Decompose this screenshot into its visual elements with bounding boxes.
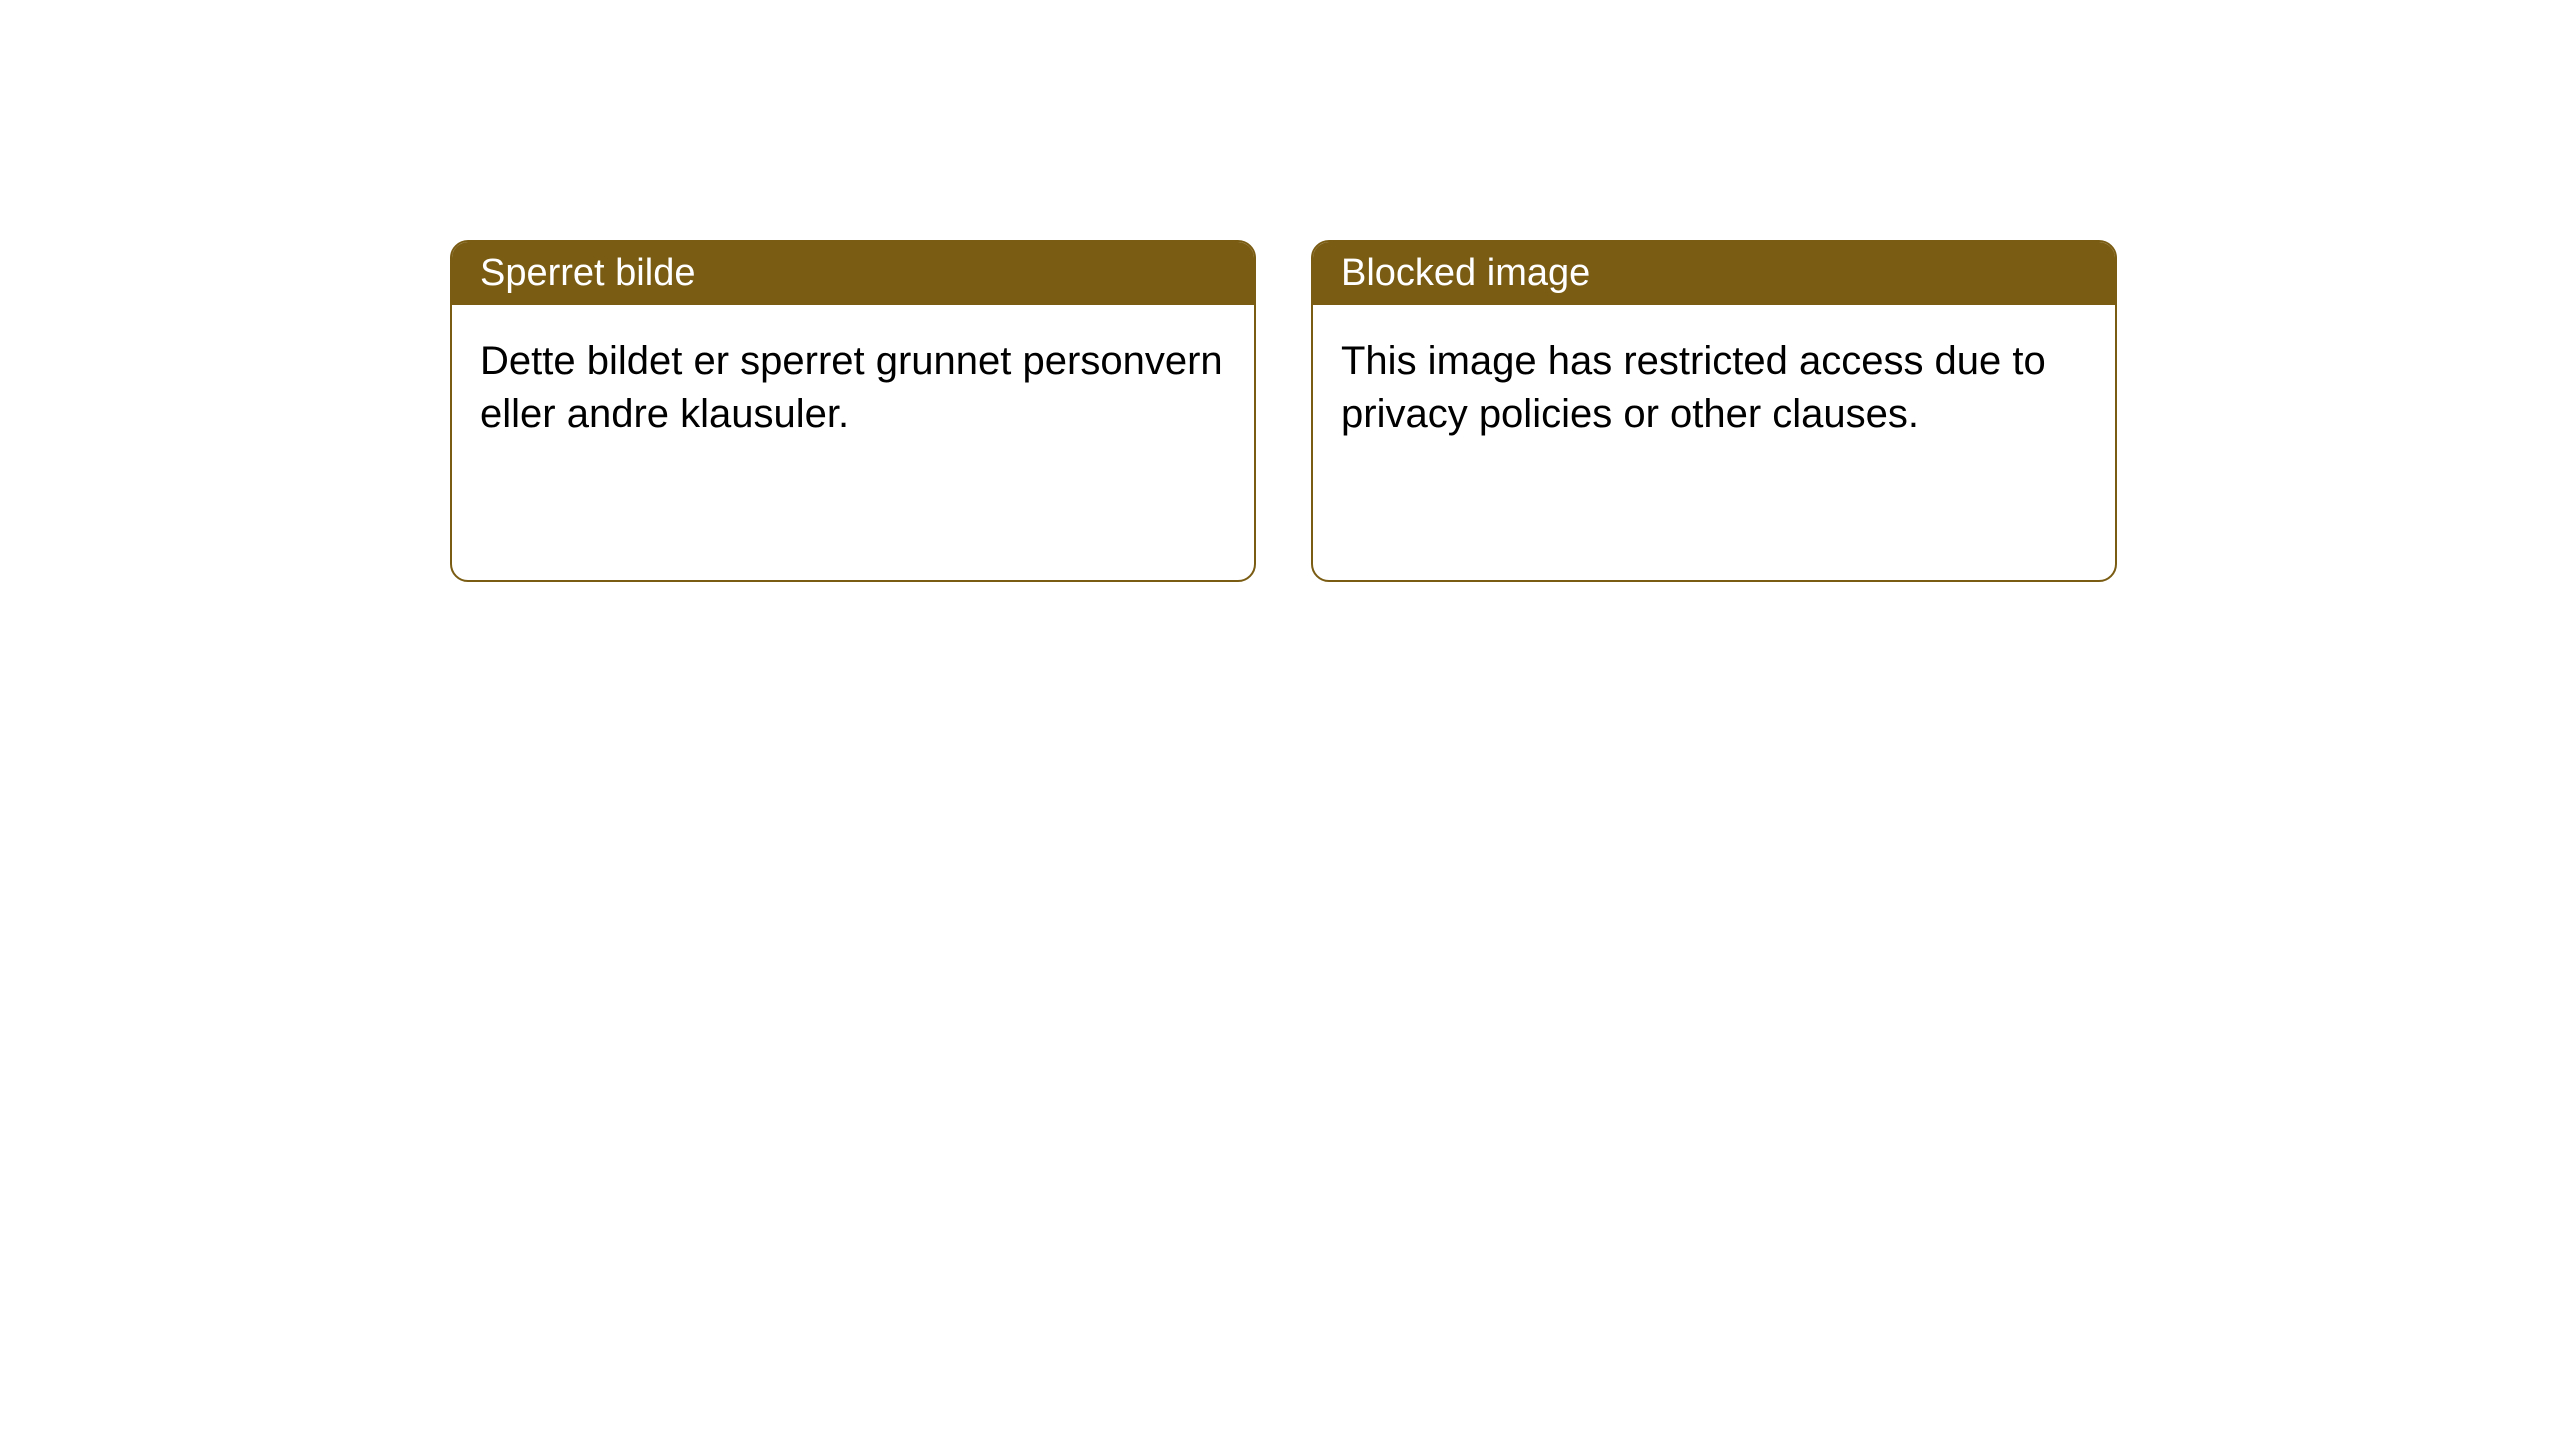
card-body: This image has restricted access due to … <box>1313 305 2115 580</box>
card-title: Sperret bilde <box>480 252 695 294</box>
card-header: Sperret bilde <box>452 242 1254 305</box>
notice-cards-container: Sperret bilde Dette bildet er sperret gr… <box>450 240 2117 582</box>
notice-card-english: Blocked image This image has restricted … <box>1311 240 2117 582</box>
card-body-text: Dette bildet er sperret grunnet personve… <box>480 339 1223 436</box>
card-body-text: This image has restricted access due to … <box>1341 339 2046 436</box>
card-header: Blocked image <box>1313 242 2115 305</box>
notice-card-norwegian: Sperret bilde Dette bildet er sperret gr… <box>450 240 1256 582</box>
card-body: Dette bildet er sperret grunnet personve… <box>452 305 1254 580</box>
card-title: Blocked image <box>1341 252 1590 294</box>
